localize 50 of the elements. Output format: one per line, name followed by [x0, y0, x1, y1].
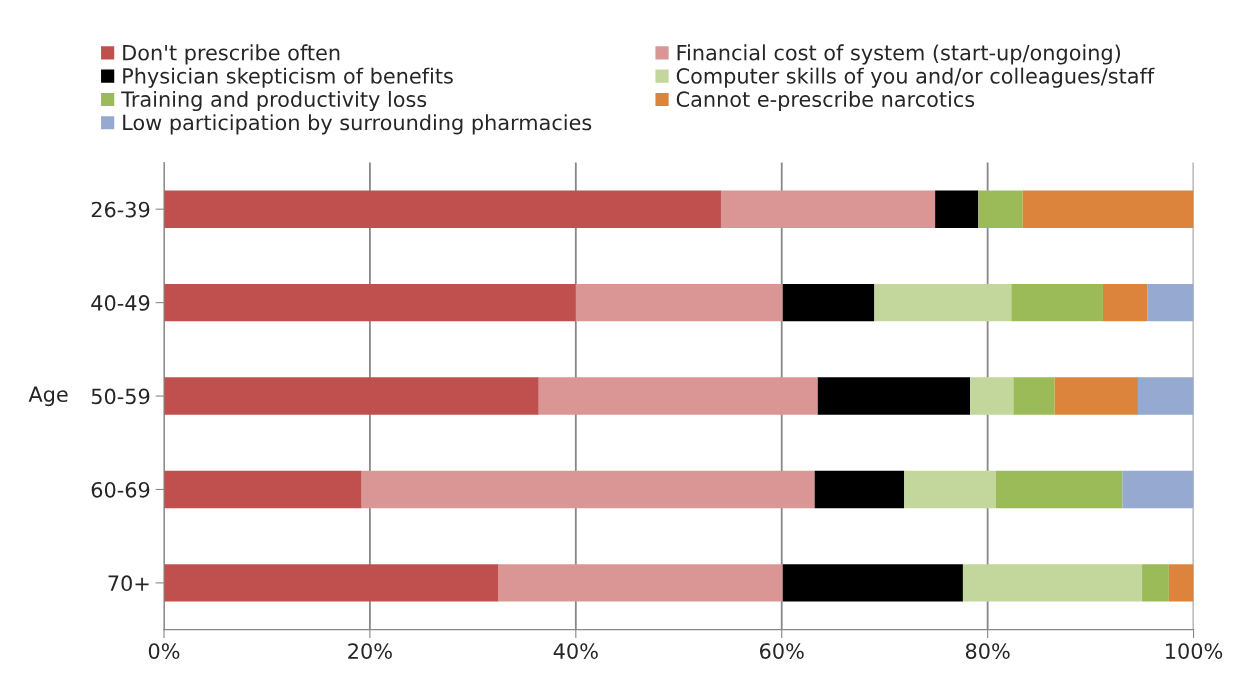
bar: [782, 564, 963, 602]
bar: [782, 283, 875, 322]
legend-label: Don't prescribe often: [123, 44, 340, 65]
x-tick-label: 60%: [760, 643, 804, 659]
bar: [995, 470, 1123, 509]
bar: [1122, 470, 1194, 509]
bar: [817, 377, 971, 415]
x-tick-label: 80%: [965, 643, 1010, 659]
bar: [874, 283, 1012, 322]
legend-label: Cannot e-prescribe narcotics: [676, 90, 975, 112]
legend-label: Financial cost of system (start-up/ongoing): [677, 44, 1121, 65]
y-axis-title: Age: [28, 386, 68, 407]
bar: [163, 470, 362, 509]
legend-label: Physician skepticism of benefits: [123, 67, 453, 88]
legend-label: Training and productivity loss: [121, 90, 427, 112]
bar: [361, 470, 815, 509]
bar: [970, 377, 1014, 415]
legend-label: Low participation by surrounding pharmacies: [123, 114, 592, 135]
bar: [1147, 283, 1194, 322]
bar: [575, 283, 783, 322]
bar: [163, 564, 499, 602]
bar: [1022, 190, 1194, 228]
x-tick-label: 100%: [1166, 643, 1223, 659]
x-tick-label: 20%: [348, 643, 392, 659]
y-tick-label: 60-69: [91, 481, 150, 498]
bar: [904, 470, 996, 509]
bar: [498, 564, 783, 602]
x-tick-label: 40%: [553, 643, 598, 659]
bar: [814, 470, 905, 509]
x-tick-label: 0%: [148, 643, 180, 659]
bar: [962, 564, 1143, 602]
bar: [1168, 564, 1194, 602]
y-tick-label: 40-49: [91, 295, 150, 311]
bar: [163, 377, 539, 415]
y-tick-label: 70+: [108, 575, 149, 592]
bar: [1137, 377, 1194, 415]
bar: [538, 377, 818, 415]
bar: [1013, 377, 1055, 415]
bar: [935, 190, 979, 228]
legend-label: Computer skills of you and/or colleagues/staff: [676, 67, 1155, 88]
y-tick-label: 26-39: [91, 201, 150, 218]
y-tick-label: 50-59: [91, 388, 150, 405]
bar: [1142, 564, 1169, 602]
bar: [1054, 377, 1138, 415]
bar: [1011, 283, 1103, 322]
bar: [978, 190, 1023, 228]
bar: [1102, 283, 1148, 322]
bar: [163, 283, 576, 322]
bar: [720, 190, 936, 228]
bar: [163, 190, 721, 228]
